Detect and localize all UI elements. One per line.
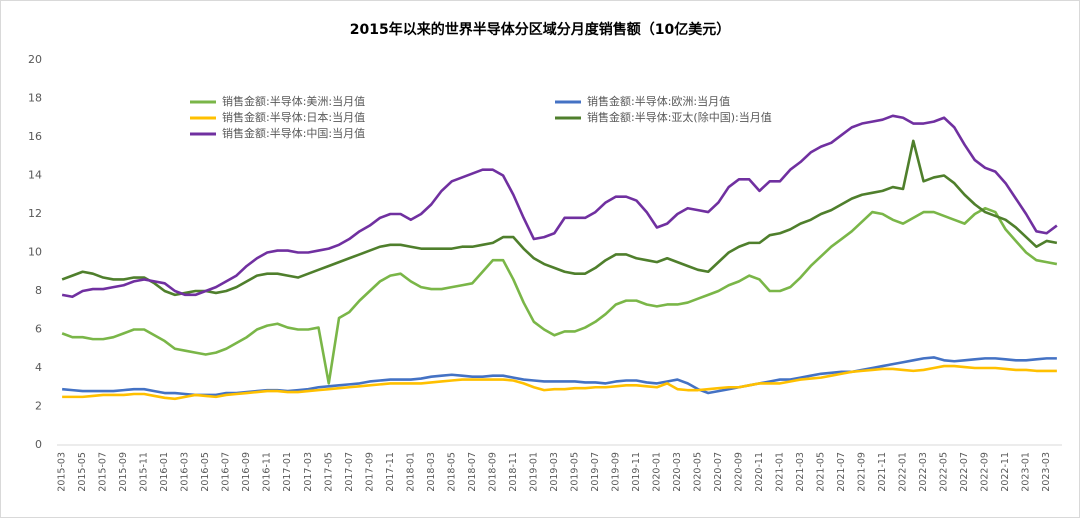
y-tick-label: 14 [28,169,42,182]
y-tick-label: 4 [35,361,42,374]
x-tick-label: 2022-01 [898,452,909,492]
x-tick-label: 2018-03 [426,452,437,492]
series-line [61,114,1058,299]
legend-label: 销售金额:半导体:亚太(除中国):当月值 [587,110,772,124]
x-tick-label: 2019-11 [631,452,642,492]
y-tick-label: 12 [28,207,42,220]
x-tick-label: 2015-07 [98,452,109,492]
x-tick-label: 2015-09 [118,452,129,492]
y-tick-label: 18 [28,92,42,105]
x-tick-label: 2021-03 [795,452,806,492]
y-tick-label: 10 [28,246,42,259]
y-tick-label: 16 [28,130,42,143]
x-tick-label: 2016-07 [221,452,232,492]
x-tick-label: 2022-07 [959,452,970,492]
legend-label: 销售金额:半导体:中国:当月值 [222,126,365,140]
x-tick-label: 2018-09 [487,452,498,492]
series-line [62,364,1057,401]
x-tick-label: 2023-03 [1041,452,1052,492]
series-line [61,139,1058,297]
x-tick-label: 2022-05 [939,452,950,492]
legend-label: 销售金额:半导体:欧洲:当月值 [587,94,730,108]
x-tick-label: 2016-05 [200,452,211,492]
x-tick-label: 2019-09 [610,452,621,492]
x-tick-label: 2020-05 [692,452,703,492]
x-tick-label: 2022-11 [1000,452,1011,492]
series-line [62,356,1057,397]
series-line [61,206,1058,385]
y-tick-label: 2 [35,400,42,413]
x-tick-label: 2021-09 [857,452,868,492]
y-tick-label: 8 [35,284,42,297]
x-tick-label: 2021-05 [816,452,827,492]
x-tick-label: 2019-07 [590,452,601,492]
x-tick-label: 2022-03 [918,452,929,492]
x-tick-label: 2015-11 [139,452,150,492]
x-tick-label: 2021-01 [774,452,785,492]
x-tick-label: 2018-07 [467,452,478,492]
x-tick-label: 2020-09 [733,452,744,492]
legend-label: 销售金额:半导体:日本:当月值 [222,110,365,124]
x-tick-label: 2018-11 [508,452,519,492]
x-tick-label: 2019-03 [549,452,560,492]
x-tick-label: 2019-01 [528,452,539,492]
x-tick-label: 2021-07 [836,452,847,492]
x-tick-label: 2020-11 [754,452,765,492]
x-tick-label: 2020-07 [713,452,724,492]
y-tick-label: 6 [35,323,42,336]
x-tick-label: 2017-01 [282,452,293,492]
x-tick-label: 2020-01 [651,452,662,492]
x-tick-label: 2022-09 [980,452,991,492]
x-tick-label: 2018-01 [405,452,416,492]
chart-title: 2015年以来的世界半导体分区域分月度销售额（10亿美元） [350,21,730,38]
x-tick-label: 2019-05 [569,452,580,492]
x-tick-label: 2020-03 [672,452,683,492]
x-tick-label: 2017-09 [364,452,375,492]
x-tick-label: 2023-01 [1021,452,1032,492]
y-tick-label: 0 [35,438,42,451]
x-tick-label: 2016-03 [180,452,191,492]
x-tick-label: 2016-11 [262,452,273,492]
x-tick-label: 2017-07 [344,452,355,492]
legend-label: 销售金额:半导体:美洲:当月值 [222,94,365,108]
x-tick-label: 2015-05 [77,452,88,492]
x-tick-label: 2016-01 [159,452,170,492]
x-tick-label: 2016-09 [241,452,252,492]
x-tick-label: 2021-11 [877,452,888,492]
x-tick-label: 2018-05 [446,452,457,492]
x-tick-label: 2015-03 [57,452,68,492]
x-tick-label: 2017-05 [323,452,334,492]
x-tick-label: 2017-03 [303,452,314,492]
x-tick-label: 2017-11 [385,452,396,492]
y-tick-label: 20 [28,53,42,66]
